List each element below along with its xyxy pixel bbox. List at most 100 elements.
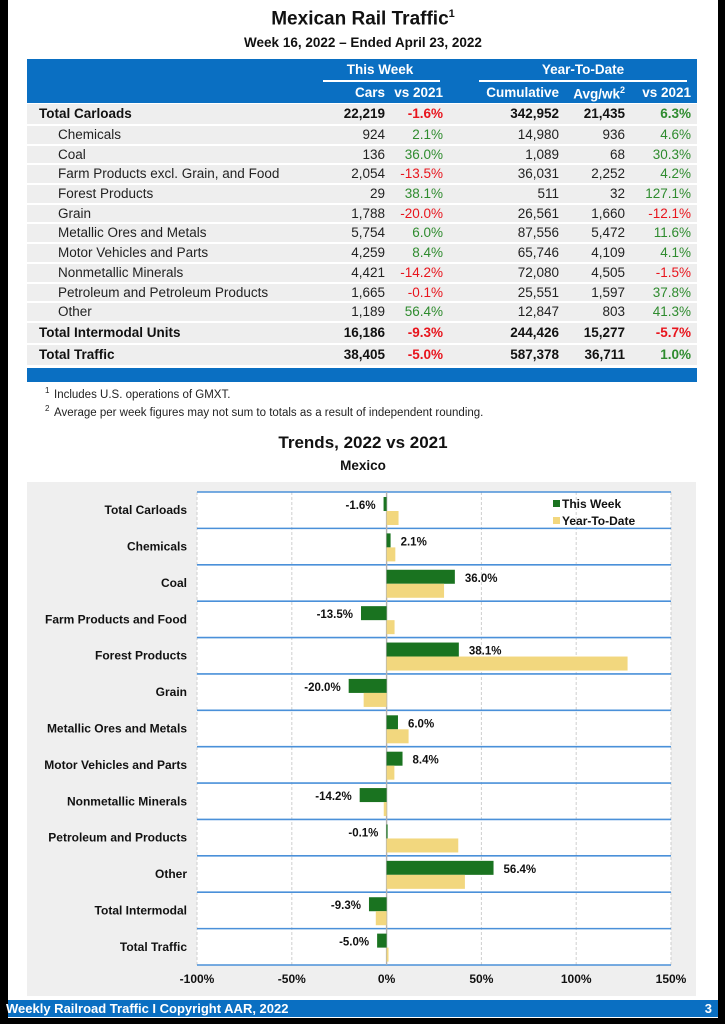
category-label: Nonmetallic Minerals [67, 794, 187, 808]
category-label: Motor Vehicles and Parts [44, 758, 187, 772]
bar-year-to-date [363, 692, 387, 707]
x-tick-label: -100% [180, 972, 215, 986]
legend-label-year-to-date: Year-To-Date [562, 514, 635, 528]
table-row: Farm Products excl. Grain, and Food 2,054… [27, 165, 697, 184]
x-tick-label: 100% [561, 972, 592, 986]
category-label: Chemicals [127, 540, 187, 554]
data-label: -13.5% [317, 609, 353, 621]
legend-label-this-week: This Week [562, 497, 621, 511]
cell-tw-vs: -14.2% [400, 264, 443, 280]
cell-tw-vs: -0.1% [407, 284, 443, 300]
cell-cumulative: 587,378 [510, 346, 559, 362]
cell-avgwk: 15,277 [583, 324, 625, 340]
data-label: 36.0% [465, 573, 498, 585]
cell-avgwk: 68 [609, 146, 625, 162]
cell-cumulative: 511 [537, 186, 559, 202]
table-row: Petroleum and Petroleum Products 1,665 -0.… [27, 283, 697, 302]
cell-cars: 136 [362, 146, 385, 162]
bar-this-week [348, 678, 387, 693]
cell-tw-vs: 38.1% [404, 186, 443, 202]
cell-cars: 22,219 [343, 106, 385, 121]
cell-cars: 4,421 [351, 264, 385, 280]
cell-cumulative: 1,089 [525, 146, 559, 162]
x-tick-label: 50% [469, 972, 493, 986]
data-label: -14.2% [315, 791, 351, 803]
category-label: Petroleum and Products [48, 831, 187, 845]
cell-cars: 1,189 [351, 304, 385, 320]
table-row: Forest Products 29 38.1% 511 32 127.1% [27, 185, 697, 203]
bar-this-week [359, 788, 387, 803]
cell-avgwk: 36,711 [584, 346, 625, 362]
cell-cars: 16,186 [343, 324, 385, 340]
bar-this-week [361, 606, 387, 621]
chart-subtitle: Mexico [340, 458, 386, 473]
group-header-ytd: Year-To-Date [541, 62, 625, 77]
cell-ytd-vs: 1.0% [660, 346, 691, 362]
group-header-this-week: This Week [346, 62, 414, 77]
cell-tw-vs: 56.4% [404, 304, 443, 320]
row-label: Petroleum and Petroleum Products [58, 284, 269, 300]
category-label: Forest Products [95, 649, 187, 663]
cell-ytd-vs: 11.6% [653, 225, 691, 241]
bar-this-week [386, 860, 494, 875]
cell-cars: 38,405 [343, 346, 385, 362]
cell-ytd-vs: 4.1% [660, 245, 691, 261]
cell-ytd-vs: 37.8% [652, 284, 691, 300]
category-label: Total Carloads [105, 503, 188, 517]
table-row: Chemicals 924 2.1% 14,980 936 4.6% [27, 126, 697, 144]
bar-this-week [386, 824, 388, 839]
table-row: Motor Vehicles and Parts 4,259 8.4% 65,746 4… [27, 244, 697, 262]
data-label: -20.0% [304, 682, 340, 694]
data-label: 8.4% [413, 755, 439, 767]
x-tick-label: -50% [278, 972, 306, 986]
bar-year-to-date [386, 838, 459, 853]
bar-this-week [386, 569, 455, 584]
cell-tw-vs: -13.5% [400, 166, 443, 182]
cell-cars: 4,259 [351, 245, 385, 261]
cell-avgwk: 4,109 [591, 245, 625, 261]
data-label: -1.6% [346, 500, 376, 512]
row-label: Chemicals [58, 127, 122, 142]
bar-this-week [386, 533, 391, 548]
data-label: 38.1% [469, 646, 502, 658]
category-label: Total Intermodal [95, 903, 187, 917]
cell-avgwk: 1,660 [591, 205, 625, 221]
row-label: Grain [58, 205, 92, 221]
cell-cumulative: 25,551 [517, 284, 559, 300]
cell-cumulative: 87,556 [517, 225, 559, 241]
cell-ytd-vs: -12.1% [648, 205, 691, 221]
cell-cars: 5,754 [351, 225, 385, 241]
cell-tw-vs: -5.0% [407, 346, 443, 362]
table-row: Coal 136 36.0% 1,089 68 30.3% [27, 145, 697, 164]
x-tick-label: 150% [656, 972, 687, 986]
bar-year-to-date [386, 583, 445, 598]
bar-year-to-date [375, 911, 387, 926]
row-label: Other [58, 304, 92, 320]
col-header-cars: Cars [354, 85, 385, 100]
data-label: -0.1% [348, 827, 378, 839]
page-subtitle: Week 16, 2022 – Ended April 23, 2022 [244, 35, 482, 50]
cell-ytd-vs: 4.2% [660, 166, 691, 182]
cell-ytd-vs: 30.3% [652, 146, 691, 162]
row-label: Total Carloads [39, 106, 132, 121]
cell-tw-vs: 2.1% [412, 127, 443, 142]
cell-ytd-vs: 127.1% [645, 186, 691, 202]
report-page: Mexican Rail Traffic1 Week 16, 2022 – En… [6, 0, 718, 1018]
cell-ytd-vs: -1.5% [655, 264, 691, 280]
title-footnote-mark: 1 [448, 8, 455, 20]
data-label: -5.0% [339, 937, 369, 949]
cell-cars: 924 [362, 127, 385, 142]
cell-cumulative: 36,031 [517, 166, 559, 182]
row-label: Farm Products excl. Grain, and Food [58, 166, 280, 182]
cell-tw-vs: 6.0% [412, 225, 443, 241]
cell-tw-vs: -1.6% [407, 106, 443, 121]
footer-copyright: Weekly Railroad Traffic I Copyright AAR,… [6, 1001, 289, 1016]
bar-year-to-date [386, 765, 395, 780]
data-label: 6.0% [408, 718, 434, 730]
cell-tw-vs: 8.4% [412, 245, 443, 261]
row-label: Motor Vehicles and Parts [58, 245, 209, 261]
cell-tw-vs: -20.0% [400, 205, 443, 221]
category-label: Metallic Ores and Metals [47, 722, 187, 736]
data-label: 2.1% [401, 536, 427, 548]
legend-swatch-this-week [553, 500, 560, 507]
